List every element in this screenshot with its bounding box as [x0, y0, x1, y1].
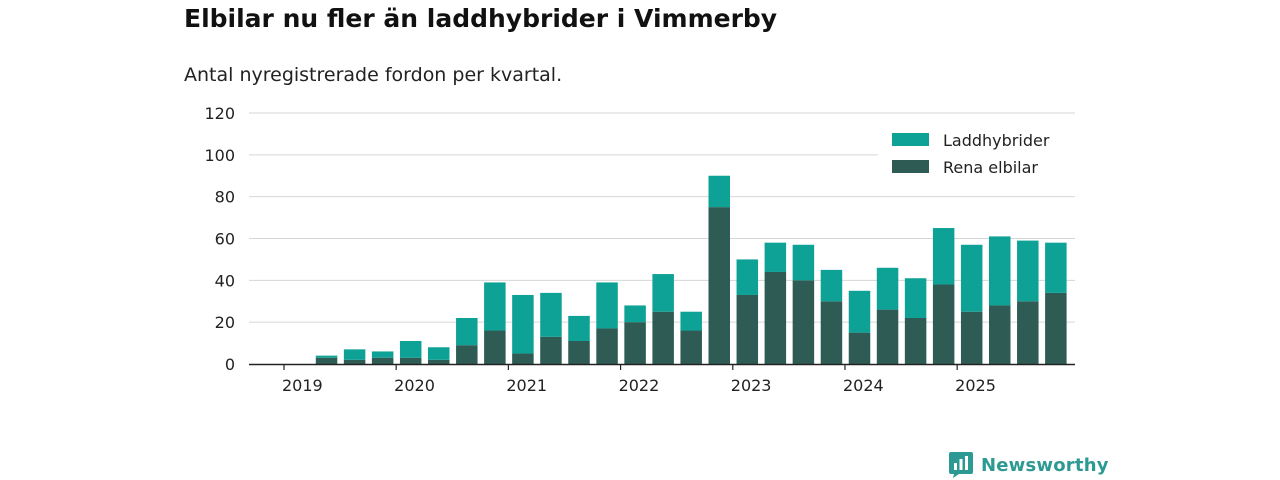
bar-rena-elbilar-2019-q4: [371, 357, 394, 364]
legend-swatch-laddhybrider: [892, 133, 929, 146]
newsworthy-logo-text: Newsworthy: [981, 454, 1109, 476]
x-tick-label-2025: 2025: [955, 376, 996, 395]
bar-rena-elbilar-2024-q4: [932, 284, 955, 364]
bar-rena-elbilar-2020-q4: [484, 330, 506, 364]
bar-laddhybrider-2022-q2: [652, 274, 674, 312]
bar-laddhybrider-2020-q4: [484, 282, 506, 331]
y-tick-label-100: 100: [204, 146, 235, 165]
bar-laddhybrider-2023-q1: [736, 259, 759, 295]
bar-rena-elbilar-2021-q3: [568, 340, 590, 364]
y-tick-label-40: 40: [215, 271, 235, 290]
y-tick-label-120: 120: [204, 104, 235, 123]
bar-laddhybrider-2021-q3: [568, 315, 590, 341]
legend-swatch-rena-elbilar: [892, 160, 929, 173]
bar-laddhybrider-2024-q1: [848, 290, 871, 333]
bar-laddhybrider-2023-q4: [820, 269, 843, 302]
bar-rena-elbilar-2019-q2: [315, 357, 338, 364]
bar-laddhybrider-2025-q3: [1017, 240, 1039, 302]
bar-laddhybrider-2023-q3: [792, 244, 815, 281]
bar-rena-elbilar-2020-q3: [456, 345, 478, 364]
bar-laddhybrider-2020-q2: [428, 347, 450, 360]
bar-laddhybrider-2023-q2: [764, 242, 787, 272]
bar-rena-elbilar-2021-q4: [596, 328, 618, 364]
bar-rena-elbilar-2021-q2: [540, 336, 562, 364]
bars: [315, 175, 1067, 364]
bar-rena-elbilar-2023-q2: [764, 271, 787, 364]
bar-laddhybrider-2024-q2: [876, 267, 899, 310]
y-tick-label-0: 0: [225, 355, 235, 374]
bar-rena-elbilar-2023-q3: [792, 280, 815, 364]
bar-rena-elbilar-2023-q4: [820, 301, 843, 364]
bar-rena-elbilar-2022-q2: [652, 311, 674, 364]
x-tick-label-2023: 2023: [731, 376, 772, 395]
bar-laddhybrider-2024-q3: [904, 278, 927, 318]
bar-laddhybrider-2021-q4: [596, 282, 618, 329]
bar-laddhybrider-2019-q4: [371, 351, 394, 358]
x-tick-label-2024: 2024: [843, 376, 884, 395]
bar-laddhybrider-2020-q1: [399, 340, 422, 358]
bar-laddhybrider-2020-q3: [456, 317, 478, 346]
y-tick-label-80: 80: [215, 188, 235, 207]
legend-label-rena-elbilar: Rena elbilar: [943, 158, 1038, 177]
bar-rena-elbilar-2020-q1: [399, 357, 422, 364]
bar-rena-elbilar-2024-q1: [848, 332, 871, 364]
bar-rena-elbilar-2021-q1: [512, 353, 534, 364]
x-tick-label-2022: 2022: [619, 376, 660, 395]
x-tick-label-2021: 2021: [506, 376, 547, 395]
chart-title: Elbilar nu fler än laddhybrider i Vimmer…: [184, 4, 778, 33]
bar-rena-elbilar-2025-q2: [989, 305, 1011, 364]
bar-laddhybrider-2021-q2: [540, 292, 562, 337]
bar-rena-elbilar-2022-q1: [624, 322, 646, 364]
chart-subtitle: Antal nyregistrerade fordon per kvartal.: [184, 64, 563, 86]
bar-laddhybrider-2025-q4: [1045, 242, 1067, 293]
legend-label-laddhybrider: Laddhybrider: [943, 131, 1050, 150]
bar-laddhybrider-2022-q1: [624, 305, 646, 323]
y-tick-label-60: 60: [215, 230, 235, 249]
x-tick-label-2019: 2019: [282, 376, 323, 395]
bar-rena-elbilar-2024-q3: [904, 317, 927, 364]
bar-rena-elbilar-2025-q1: [960, 311, 983, 364]
bar-laddhybrider-2019-q2: [315, 355, 338, 358]
bar-rena-elbilar-2024-q2: [876, 309, 899, 364]
x-tick-label-2020: 2020: [394, 376, 435, 395]
y-tick-label-20: 20: [215, 313, 235, 332]
newsworthy-logo: Newsworthy: [948, 451, 1109, 479]
y-axis-ticks: 0 20 40 60 80 100 120: [204, 104, 235, 374]
newsworthy-logo-icon: [949, 452, 973, 478]
bar-laddhybrider-2024-q4: [932, 228, 955, 285]
bar-rena-elbilar-2022-q3: [680, 330, 702, 364]
bar-laddhybrider-2021-q1: [512, 294, 534, 354]
bar-rena-elbilar-2020-q2: [428, 359, 450, 364]
bar-rena-elbilar-2019-q3: [343, 359, 366, 364]
bar-laddhybrider-2022-q4: [708, 175, 730, 208]
legend: Laddhybrider Rena elbilar: [878, 126, 1076, 182]
bar-rena-elbilar-2023-q1: [736, 294, 759, 364]
bar-rena-elbilar-2025-q4: [1045, 292, 1067, 364]
bar-rena-elbilar-2025-q3: [1017, 301, 1039, 364]
bar-laddhybrider-2019-q3: [343, 349, 366, 360]
bar-laddhybrider-2022-q3: [680, 311, 702, 331]
x-axis-ticks: 2019 2020 2021 2022 2023 2024 2025: [282, 364, 996, 395]
bar-rena-elbilar-2022-q4: [708, 207, 730, 364]
bar-laddhybrider-2025-q1: [960, 244, 983, 312]
bar-laddhybrider-2025-q2: [989, 236, 1011, 306]
